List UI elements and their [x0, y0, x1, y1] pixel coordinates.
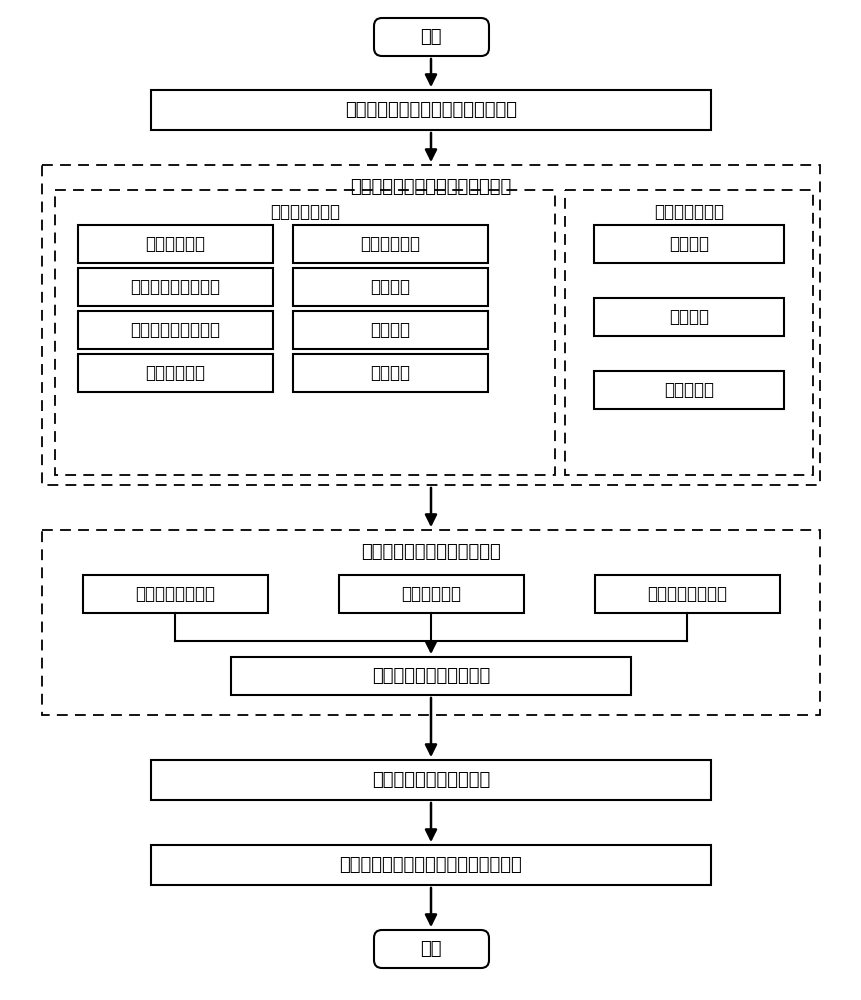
Text: 热力系统: 热力系统: [668, 235, 709, 253]
Text: 燃气热电联供: 燃气热电联供: [360, 235, 419, 253]
Bar: [231, 657, 630, 695]
Bar: [151, 845, 710, 885]
Text: 动态环保经济灵活性调度: 动态环保经济灵活性调度: [371, 667, 490, 685]
Text: 动态环保调度目标: 动态环保调度目标: [135, 585, 214, 603]
Text: 蓄气式电转气: 蓄气式电转气: [145, 364, 205, 382]
Text: 开始: 开始: [420, 28, 441, 46]
Text: 采集电热气互联能源系统数据与信息: 采集电热气互联能源系统数据与信息: [344, 101, 517, 119]
Text: 灵活性设备模型: 灵活性设备模型: [269, 203, 339, 221]
Bar: [151, 90, 710, 130]
Bar: [55, 190, 554, 475]
Bar: [593, 225, 784, 263]
Text: 火电机组: 火电机组: [369, 278, 410, 296]
Text: 建立灵活性设备与子能源系统模型: 建立灵活性设备与子能源系统模型: [350, 178, 511, 196]
Bar: [293, 268, 487, 306]
Bar: [293, 311, 487, 349]
Bar: [593, 298, 784, 336]
Bar: [77, 311, 273, 349]
Text: 燃气太阳能热电联供: 燃气太阳能热电联供: [130, 278, 220, 296]
Text: 蓄热式电锅炉: 蓄热式电锅炉: [145, 235, 205, 253]
Bar: [42, 165, 819, 485]
Bar: [293, 225, 487, 263]
FancyBboxPatch shape: [374, 18, 488, 56]
Text: 蓄热抽汽式热电联供: 蓄热抽汽式热电联供: [130, 321, 220, 339]
Bar: [594, 575, 779, 613]
Bar: [77, 354, 273, 392]
Bar: [564, 190, 812, 475]
Text: 输出电热气互联能源系统调度结果信息: 输出电热气互联能源系统调度结果信息: [339, 856, 522, 874]
FancyBboxPatch shape: [374, 930, 488, 968]
Bar: [593, 371, 784, 409]
Text: 燃气轮机: 燃气轮机: [369, 364, 410, 382]
Text: 运行约束条件: 运行约束条件: [400, 585, 461, 603]
Text: 子能源系统模型: 子能源系统模型: [653, 203, 723, 221]
Text: 动态环保经济灵活性调度模型: 动态环保经济灵活性调度模型: [361, 543, 500, 561]
Bar: [293, 354, 487, 392]
Bar: [77, 268, 273, 306]
Bar: [151, 760, 710, 800]
Text: 燃气锅炉: 燃气锅炉: [369, 321, 410, 339]
Bar: [42, 530, 819, 715]
Bar: [77, 225, 273, 263]
Text: 结束: 结束: [420, 940, 441, 958]
Text: 电力系统: 电力系统: [668, 308, 709, 326]
Text: 多目标模糊优化求解方法: 多目标模糊优化求解方法: [371, 771, 490, 789]
Bar: [83, 575, 268, 613]
Text: 动态经济调度目标: 动态经济调度目标: [647, 585, 726, 603]
Text: 天然气系统: 天然气系统: [663, 381, 713, 399]
Bar: [338, 575, 523, 613]
